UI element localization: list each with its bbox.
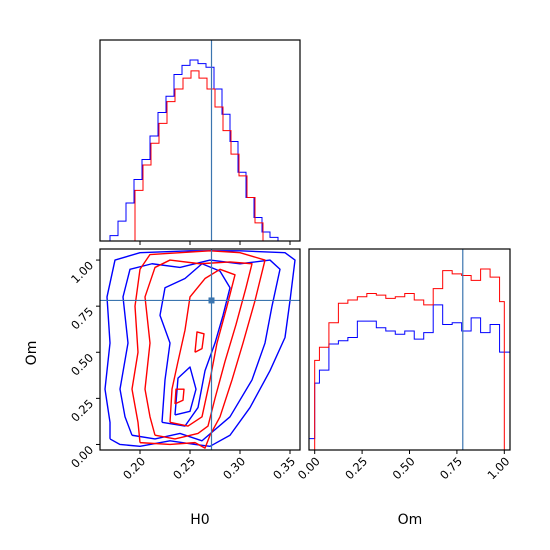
- contour-2-level-1: [131, 250, 266, 449]
- om-x-tick-label-1: 0.25: [342, 454, 370, 482]
- om-y-tick-label-1: 0.25: [68, 397, 96, 425]
- contour-1-level-3: [159, 263, 231, 427]
- om-x-tick-label-2: 0.50: [390, 454, 418, 482]
- om-y-tick-label-0: 0.00: [68, 443, 96, 471]
- contour-2-level-3: [169, 268, 236, 427]
- contour-2-level-2: [144, 259, 253, 440]
- h0-x-tick-label-1: 0.25: [170, 454, 198, 482]
- x-axis-label-om: Om: [398, 512, 423, 528]
- om-hist-series-2: [314, 268, 505, 450]
- om-x-tick-label-0: 0.00: [295, 454, 323, 482]
- om-y-tick-label-4: 1.00: [68, 258, 96, 286]
- contour-1-level-1: [104, 250, 296, 448]
- om-y-tick-label-3: 0.75: [68, 304, 96, 332]
- contour-2-level-5: [174, 388, 185, 405]
- contour-frame: [99, 248, 301, 451]
- truth-point-marker: [208, 297, 215, 304]
- h0-x-tick-label-3: 0.35: [270, 454, 298, 482]
- x-axis-label-h0: H0: [190, 512, 209, 528]
- contour-2-level-4: [194, 331, 205, 353]
- om-hist-frame: [308, 248, 511, 451]
- h0-x-tick-label-2: 0.30: [220, 454, 248, 482]
- h0-hist-frame: [99, 39, 301, 242]
- contour-1-level-4: [174, 366, 197, 416]
- om-hist-series-1: [308, 304, 511, 450]
- h0-histogram-panel: [99, 39, 301, 242]
- h0-x-tick-label-0: 0.20: [120, 454, 148, 482]
- om-x-tick-label-3: 0.75: [437, 454, 465, 482]
- om-histogram-panel: [308, 248, 511, 451]
- h0-hist-series-2: [134, 70, 264, 241]
- om-x-tick-label-4: 1.00: [484, 454, 512, 482]
- h0-om-contour-panel: [99, 248, 301, 451]
- om-y-tick-label-2: 0.50: [68, 350, 96, 378]
- contour-1-level-2: [119, 259, 281, 442]
- y-axis-label-om: Om: [24, 341, 40, 366]
- contour-lines: [104, 250, 296, 449]
